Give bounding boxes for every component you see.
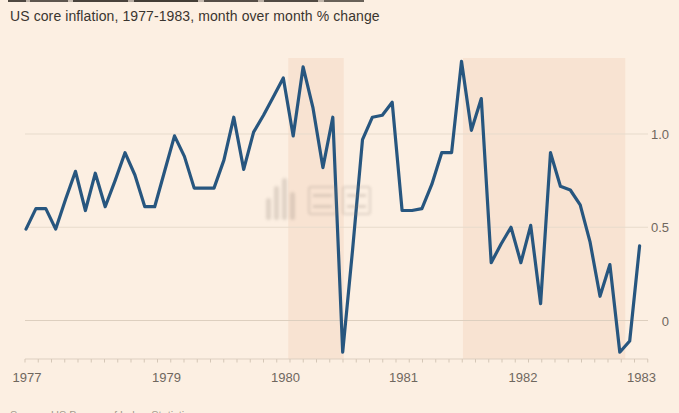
watermark — [264, 176, 372, 224]
x-tick-label: 1977 — [13, 370, 42, 385]
x-tick-label: 1981 — [389, 370, 418, 385]
x-tick-label: 1982 — [509, 370, 538, 385]
y-tick-label: 1.0 — [651, 127, 669, 142]
x-tick-label: 1980 — [271, 370, 300, 385]
x-tick-label: 1983 — [627, 370, 656, 385]
source-note: Source: US Bureau of Labor Statistics — [10, 409, 195, 413]
chart-page: US core inflation, 1977-1983, month over… — [0, 0, 679, 413]
equalizer-bars-icon — [266, 198, 271, 220]
y-tick-label: 0.5 — [651, 220, 669, 235]
x-tick-label: 1979 — [152, 370, 181, 385]
y-tick-label: 0 — [662, 314, 669, 329]
